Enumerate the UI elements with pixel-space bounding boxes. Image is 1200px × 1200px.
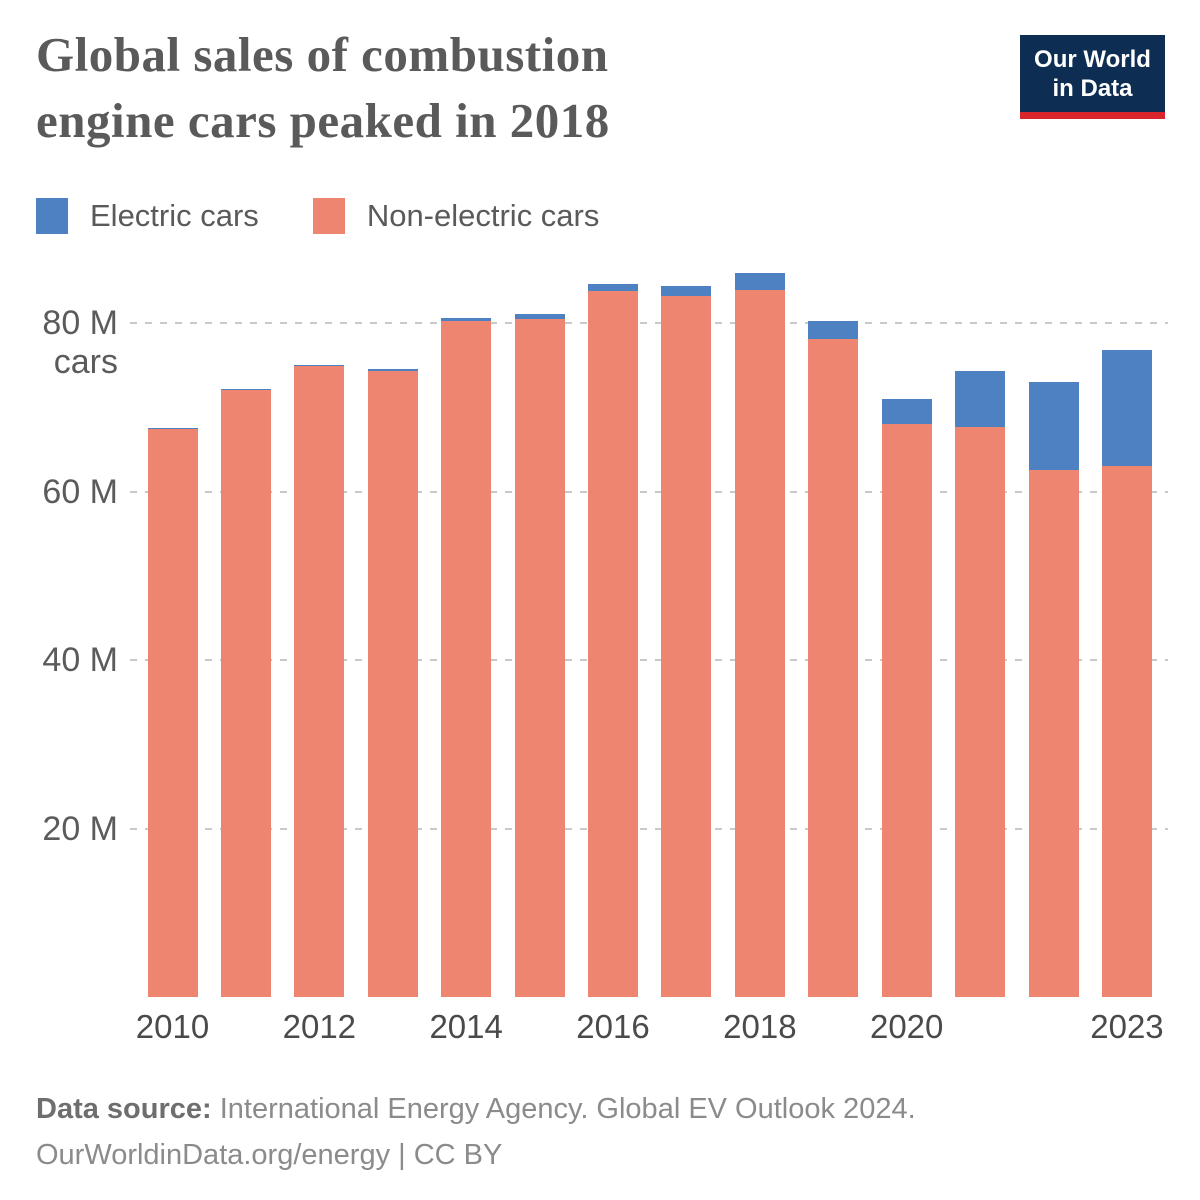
owid-logo-line1: Our World — [1034, 45, 1151, 73]
y-axis-label-40M: 40 M — [42, 641, 118, 680]
bar-2014-non-electric[interactable] — [441, 320, 492, 997]
data-source-label: Data source: — [36, 1093, 212, 1125]
owid-logo[interactable]: Our World in Data — [1020, 35, 1165, 119]
x-axis-label-2020: 2020 — [869, 1008, 944, 1045]
gridline-60M — [130, 490, 1168, 493]
x-axis-label-2023: 2023 — [1090, 1008, 1164, 1045]
x-axis-label-2018: 2018 — [723, 1008, 797, 1045]
bar-2018-non-electric[interactable] — [734, 290, 785, 997]
y-axis-label-80M: 80 M — [42, 304, 118, 343]
x-axis-label-2016: 2016 — [576, 1008, 650, 1045]
bar-2023-non-electric[interactable] — [1101, 466, 1152, 997]
owid-logo-stripe — [1020, 112, 1165, 119]
legend-item-electric[interactable]: Electric cars — [36, 198, 259, 234]
bar-2020-electric[interactable] — [881, 398, 932, 425]
bar-2016-electric[interactable] — [588, 284, 639, 292]
owid-logo-box: Our World in Data — [1020, 35, 1165, 112]
bar-2015-electric[interactable] — [514, 314, 565, 319]
data-source-line: Data source: International Energy Agency… — [36, 1086, 916, 1132]
bar-2012-electric[interactable] — [294, 365, 345, 367]
bar-2013-non-electric[interactable] — [367, 371, 418, 997]
gridline-40M — [130, 659, 1168, 662]
bar-2010-non-electric[interactable] — [147, 427, 198, 997]
bar-2019-electric[interactable] — [808, 320, 859, 340]
x-axis-label-2010: 2010 — [135, 1008, 210, 1045]
bar-2023-electric[interactable] — [1101, 350, 1152, 467]
bar-2017-electric[interactable] — [661, 286, 712, 297]
y-axis-unit-label: cars — [53, 343, 118, 382]
footer-license-link[interactable]: OurWorldinData.org/energy | CC BY — [36, 1139, 503, 1171]
gridline-80M — [130, 322, 1168, 325]
non-electric-swatch-icon — [312, 198, 345, 234]
data-source-text: International Energy Agency. Global EV O… — [211, 1093, 916, 1125]
electric-swatch-icon — [36, 198, 68, 234]
owid-logo-line2: in Data — [1052, 74, 1133, 102]
bar-2012-non-electric[interactable] — [294, 366, 345, 997]
bar-2021-non-electric[interactable] — [955, 426, 1006, 997]
legend-label-electric: Electric cars — [90, 198, 259, 233]
bar-2019-non-electric[interactable] — [808, 339, 859, 997]
bar-2020-non-electric[interactable] — [881, 424, 932, 997]
bar-2017-non-electric[interactable] — [661, 296, 712, 997]
bar-2022-electric[interactable] — [1028, 382, 1079, 470]
footer: Data source: International Energy Agency… — [36, 1086, 916, 1178]
x-axis-label-2012: 2012 — [282, 1008, 357, 1045]
legend: Electric cars Non-electric cars — [36, 198, 599, 234]
bar-2015-non-electric[interactable] — [514, 318, 565, 997]
gridline-20M — [130, 827, 1168, 830]
bar-2021-electric[interactable] — [955, 371, 1006, 427]
bar-2022-non-electric[interactable] — [1028, 469, 1079, 997]
bar-2016-non-electric[interactable] — [588, 291, 639, 997]
chart-title: Global sales of combustion engine cars p… — [36, 22, 610, 154]
y-axis-label-60M: 60 M — [42, 472, 118, 511]
bar-2013-electric[interactable] — [367, 369, 418, 372]
chart-title-line2: engine cars peaked in 2018 — [36, 93, 610, 148]
bar-2011-non-electric[interactable] — [220, 389, 271, 997]
legend-label-non-electric: Non-electric cars — [366, 198, 600, 233]
chart-title-line1: Global sales of combustion — [36, 27, 609, 82]
legend-item-non-electric[interactable]: Non-electric cars — [312, 198, 600, 234]
x-axis-label-2014: 2014 — [429, 1008, 503, 1045]
bar-2014-electric[interactable] — [441, 317, 492, 321]
bar-2018-electric[interactable] — [734, 272, 785, 291]
y-axis-label-20M: 20 M — [42, 809, 118, 848]
